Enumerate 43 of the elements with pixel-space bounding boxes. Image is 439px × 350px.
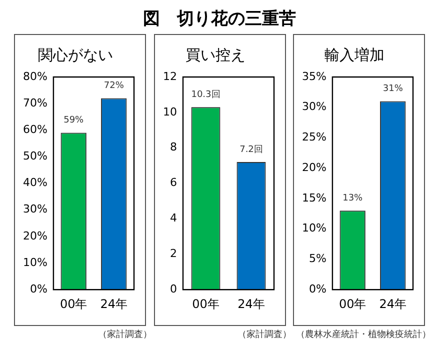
x-tick-label: 00年 [60, 296, 88, 311]
y-tick-label: 20% [302, 160, 326, 174]
y-tick-label: 15% [302, 191, 326, 204]
y-tick-label: 5% [308, 252, 326, 266]
y-tick-label: 30% [22, 202, 48, 216]
y-tick-label: 10% [302, 222, 326, 235]
chart-title: 買い控え [185, 46, 245, 64]
y-tick-label: 6 [169, 176, 176, 190]
y-tick-label: 35% [302, 70, 326, 83]
x-tick-label: 00年 [338, 296, 366, 311]
y-tick-label: 8 [169, 140, 176, 154]
x-tick-label: 24年 [100, 296, 128, 311]
text: （農林水産統計・植物検疫統計） [296, 328, 431, 341]
y-tick-label: 10 [162, 105, 176, 118]
y-tick-label: 0 [169, 282, 176, 296]
text: 図 切り花の三重苦 [142, 8, 297, 31]
y-tick-label: 0% [308, 282, 326, 296]
text: （家計調査） [98, 328, 152, 341]
data-label: 13% [342, 193, 364, 204]
chart-title: 関心がない [38, 46, 113, 64]
y-tick-label: 4 [169, 212, 176, 225]
y-tick-label: 25% [302, 130, 326, 144]
y-tick-label: 2 [169, 247, 176, 260]
y-tick-label: 50% [22, 150, 48, 163]
chart-title: 輸入増加 [324, 46, 384, 64]
data-label: 72% [104, 81, 124, 92]
x-tick-label: 00年 [192, 296, 219, 311]
y-tick-label: 80% [22, 70, 48, 83]
data-label: 7.2回 [239, 144, 262, 155]
y-tick-label: 20% [22, 229, 48, 242]
data-label: 31% [382, 84, 404, 94]
y-tick-label: 40% [22, 176, 48, 190]
y-tick-label: 12 [162, 70, 176, 83]
text: （家計調査） [238, 328, 292, 341]
y-tick-label: 30% [302, 100, 326, 114]
data-label: 59% [64, 116, 84, 126]
y-tick-label: 10% [22, 256, 48, 269]
data-label: 10.3回 [190, 90, 220, 100]
y-tick-label: 70% [22, 96, 48, 110]
x-tick-label: 24年 [237, 296, 264, 311]
y-tick-label: 0% [30, 282, 48, 296]
x-tick-label: 24年 [379, 296, 407, 311]
y-tick-label: 60% [22, 123, 48, 136]
